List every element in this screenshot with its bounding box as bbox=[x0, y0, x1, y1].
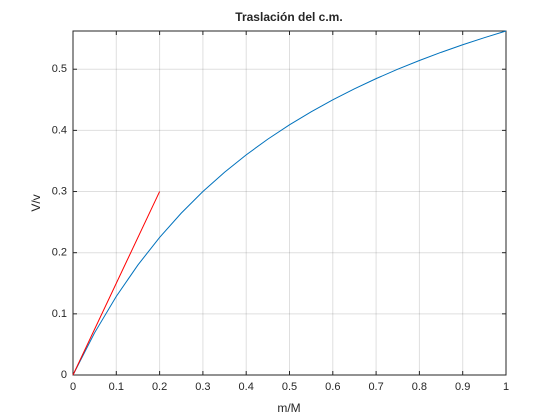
x-tick-label: 0.5 bbox=[282, 381, 297, 393]
x-tick-label: 0.2 bbox=[152, 381, 167, 393]
plot-area bbox=[73, 31, 506, 375]
axes-box bbox=[72, 30, 507, 376]
x-tick-label: 0.3 bbox=[195, 381, 210, 393]
y-tick-label: 0.1 bbox=[52, 308, 67, 320]
chart-title: Traslación del c.m. bbox=[235, 10, 342, 24]
x-tick-label: 0.4 bbox=[239, 381, 254, 393]
x-tick-label: 0.9 bbox=[455, 381, 470, 393]
x-axis-label: m/M bbox=[277, 401, 300, 415]
x-tick-label: 0.7 bbox=[368, 381, 383, 393]
line-series bbox=[72, 30, 507, 376]
y-tick-label: 0.3 bbox=[52, 185, 67, 197]
x-tick-label: 1 bbox=[503, 381, 509, 393]
y-axis-label: V/v bbox=[29, 194, 43, 211]
line-series bbox=[72, 191, 161, 376]
x-tick-label: 0 bbox=[70, 381, 76, 393]
x-tick-label: 0.1 bbox=[109, 381, 124, 393]
x-tick-label: 0.8 bbox=[412, 381, 427, 393]
y-tick-label: 0.4 bbox=[52, 124, 67, 136]
y-tick-label: 0.2 bbox=[52, 247, 67, 259]
y-tick-label: 0 bbox=[61, 369, 67, 381]
y-tick-label: 0.5 bbox=[52, 63, 67, 75]
x-tick-label: 0.6 bbox=[325, 381, 340, 393]
